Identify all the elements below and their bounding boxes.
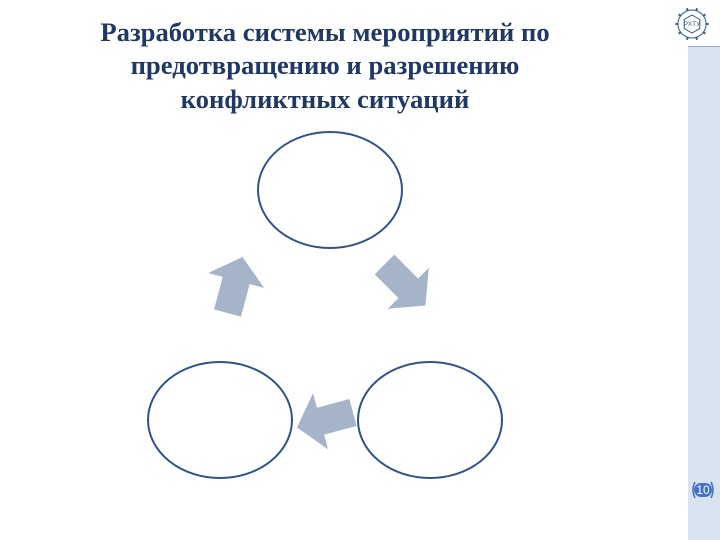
page-number-value: 10 bbox=[696, 483, 709, 497]
cycle-node-2 bbox=[148, 362, 292, 478]
svg-text:РХТУ: РХТУ bbox=[684, 21, 702, 28]
page-title: Разработка системы мероприятий по предот… bbox=[60, 16, 590, 116]
cycle-node-0 bbox=[258, 132, 402, 248]
cycle-diagram-svg bbox=[120, 120, 540, 520]
cycle-node-1 bbox=[358, 362, 502, 478]
cycle-arrow-0 bbox=[364, 244, 446, 326]
gear-logo-icon: РХТУ bbox=[670, 6, 714, 42]
cycle-arrow-1 bbox=[289, 384, 360, 455]
university-logo: РХТУ bbox=[670, 6, 714, 42]
cycle-diagram bbox=[120, 120, 540, 520]
cycle-arrow-2 bbox=[199, 249, 270, 320]
sidebar-band bbox=[688, 46, 720, 540]
page-number-badge: 10 bbox=[690, 480, 716, 500]
